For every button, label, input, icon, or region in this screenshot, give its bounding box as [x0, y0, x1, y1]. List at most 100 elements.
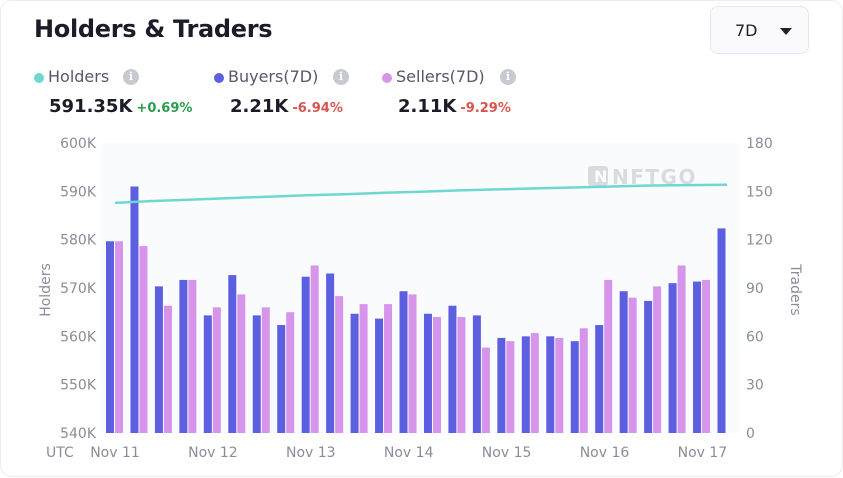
buyers-bar[interactable] — [497, 337, 506, 433]
legend-buyers-label: Buyers(7D) — [228, 67, 319, 86]
y-left-tick: 560K — [60, 329, 97, 345]
info-icon[interactable]: i — [333, 69, 349, 85]
buyers-stat: 2.21K -6.94% — [230, 96, 343, 117]
sellers-bar[interactable] — [677, 265, 686, 433]
buyers-bar[interactable] — [472, 315, 481, 433]
time-range-select[interactable]: 7D — [710, 6, 809, 54]
sellers-bar[interactable] — [628, 297, 637, 433]
buyers-bar[interactable] — [301, 276, 310, 433]
buyers-change: -6.94% — [292, 101, 343, 116]
y-left-tick: 540K — [60, 426, 97, 442]
legend-sellers-label: Sellers(7D) — [396, 67, 485, 86]
y-left-tick: 570K — [60, 281, 97, 297]
sellers-bar[interactable] — [530, 333, 539, 433]
buyers-bar[interactable] — [619, 291, 628, 433]
buyers-bar[interactable] — [375, 318, 384, 433]
card-title: Holders & Traders — [34, 15, 273, 43]
sellers-bar[interactable] — [408, 294, 417, 433]
time-range-value: 7D — [735, 21, 758, 40]
sellers-bar[interactable] — [335, 296, 344, 433]
buyers-bar[interactable] — [448, 305, 457, 433]
sellers-bar[interactable] — [506, 341, 515, 433]
sellers-bar[interactable] — [237, 294, 246, 433]
y-right-tick: 180 — [746, 136, 773, 152]
buyers-bar[interactable] — [203, 315, 212, 433]
buyers-value: 2.21K — [230, 96, 289, 117]
sellers-bar[interactable] — [457, 317, 466, 433]
y-right-tick: 90 — [746, 281, 764, 297]
buyers-bar[interactable] — [252, 315, 261, 433]
buyers-bar[interactable] — [644, 300, 653, 433]
sellers-bar[interactable] — [310, 265, 319, 433]
buyers-bar[interactable] — [399, 291, 408, 433]
buyers-bar[interactable] — [350, 313, 359, 433]
y-right-tick: 0 — [746, 426, 755, 442]
buyers-bar[interactable] — [668, 283, 677, 433]
buyers-bar[interactable] — [570, 341, 579, 433]
holders-change: +0.69% — [136, 101, 193, 116]
buyers-bar[interactable] — [277, 325, 286, 433]
x-tick: Nov 13 — [286, 445, 336, 461]
sellers-bar[interactable] — [579, 328, 588, 433]
buyers-bar[interactable] — [130, 186, 139, 434]
buyers-bar[interactable] — [326, 273, 335, 434]
y-left-tick: 580K — [60, 233, 97, 249]
buyers-bar[interactable] — [693, 281, 702, 433]
svg-text:N: N — [594, 167, 607, 186]
sellers-bar[interactable] — [261, 307, 270, 433]
buyers-dot — [214, 73, 224, 83]
buyers-bar[interactable] — [228, 275, 237, 433]
info-icon[interactable]: i — [123, 69, 139, 85]
sellers-stat: 2.11K -9.29% — [398, 96, 511, 117]
x-tick: Nov 16 — [580, 445, 630, 461]
sellers-bar[interactable] — [481, 347, 490, 433]
y-right-axis-label: Traders — [787, 263, 803, 315]
sellers-bar[interactable] — [286, 312, 295, 433]
y-left-tick: 550K — [60, 378, 97, 394]
x-tick: Nov 12 — [188, 445, 238, 461]
y-right-tick: 30 — [746, 378, 764, 394]
y-right-tick: 150 — [746, 184, 773, 200]
chevron-down-icon — [780, 28, 792, 35]
y-left-axis-label: Holders — [38, 263, 54, 317]
buyers-bar[interactable] — [595, 325, 604, 433]
buyers-bar[interactable] — [154, 286, 163, 433]
x-tick: Nov 17 — [678, 445, 728, 461]
holders-line[interactable] — [114, 183, 728, 205]
y-left-tick: 590K — [60, 184, 97, 200]
sellers-bar[interactable] — [359, 304, 368, 433]
legend-holders-label: Holders — [48, 67, 110, 86]
buyers-bar[interactable] — [106, 241, 114, 433]
buyers-bar[interactable] — [521, 336, 530, 433]
sellers-bar[interactable] — [604, 279, 613, 433]
sellers-bar[interactable] — [384, 304, 393, 433]
sellers-bar[interactable] — [188, 279, 197, 433]
y-right-tick: 120 — [746, 233, 773, 249]
x-tick: Nov 15 — [482, 445, 532, 461]
buyers-bar[interactable] — [546, 336, 555, 433]
sellers-bar[interactable] — [702, 279, 711, 433]
x-tick: Nov 14 — [384, 445, 434, 461]
sellers-bar[interactable] — [555, 337, 564, 433]
sellers-bar[interactable] — [163, 305, 172, 433]
buyers-bar[interactable] — [179, 279, 188, 433]
sellers-dot — [382, 73, 392, 83]
info-icon[interactable]: i — [500, 69, 516, 85]
buyers-bar[interactable] — [423, 313, 432, 433]
sellers-bar[interactable] — [115, 241, 123, 433]
y-left-tick: 600K — [60, 136, 97, 152]
holders-stat: 591.35K +0.69% — [49, 96, 192, 117]
buyers-bar[interactable] — [717, 228, 726, 433]
sellers-bar[interactable] — [653, 286, 662, 433]
x-axis-label: UTC — [46, 445, 74, 461]
y-right-tick: 60 — [746, 329, 764, 345]
nftgo-logo-icon — [588, 166, 608, 186]
x-tick: Nov 11 — [90, 445, 140, 461]
sellers-bar[interactable] — [139, 246, 148, 433]
sellers-bar[interactable] — [432, 317, 441, 433]
sellers-value: 2.11K — [398, 96, 457, 117]
holders-dot — [34, 73, 44, 83]
sellers-bar[interactable] — [212, 307, 221, 433]
